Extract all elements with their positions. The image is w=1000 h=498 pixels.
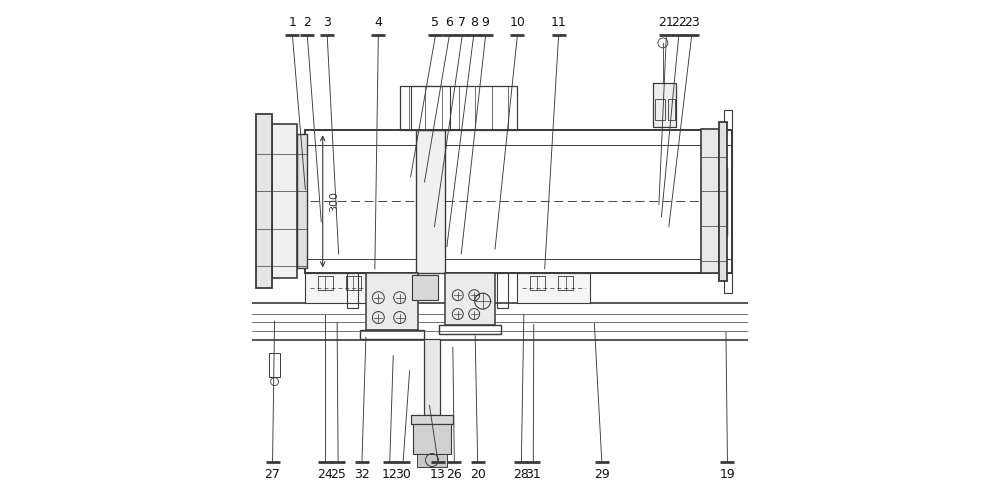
Bar xyxy=(655,99,665,120)
Bar xyxy=(411,86,450,130)
Text: 24: 24 xyxy=(317,468,333,481)
Text: 23: 23 xyxy=(684,16,700,29)
Text: 22: 22 xyxy=(671,16,687,29)
Text: 13: 13 xyxy=(430,468,446,481)
Text: 21: 21 xyxy=(658,16,674,29)
Bar xyxy=(530,276,545,290)
Text: 20: 20 xyxy=(470,468,486,481)
Bar xyxy=(269,353,280,376)
Bar xyxy=(701,129,719,273)
Text: 7: 7 xyxy=(458,16,466,29)
Text: 4: 4 xyxy=(374,16,382,29)
Bar xyxy=(424,339,440,415)
Bar xyxy=(439,325,501,334)
Bar xyxy=(701,166,727,236)
Text: 26: 26 xyxy=(446,468,462,481)
Text: 19: 19 xyxy=(720,468,735,481)
Bar xyxy=(412,275,438,300)
Text: 6: 6 xyxy=(445,16,453,29)
Bar xyxy=(417,454,447,467)
Bar xyxy=(413,424,451,454)
Text: 3: 3 xyxy=(323,16,331,29)
Text: 29: 29 xyxy=(594,468,610,481)
Bar xyxy=(416,130,445,273)
Text: 31: 31 xyxy=(525,468,541,481)
Text: 5: 5 xyxy=(431,16,439,29)
Bar xyxy=(445,273,495,325)
Text: 11: 11 xyxy=(551,16,566,29)
Text: 300: 300 xyxy=(329,191,339,212)
Text: 30: 30 xyxy=(395,468,411,481)
Text: 32: 32 xyxy=(354,468,370,481)
Text: 25: 25 xyxy=(330,468,346,481)
Bar xyxy=(305,130,732,273)
Bar xyxy=(719,122,727,281)
Bar xyxy=(346,276,361,290)
Bar xyxy=(272,124,297,278)
Bar xyxy=(256,115,272,288)
Bar xyxy=(653,83,676,127)
Bar xyxy=(668,99,675,120)
Bar xyxy=(366,273,418,330)
Bar xyxy=(305,273,378,303)
Bar xyxy=(497,273,508,308)
Text: 10: 10 xyxy=(509,16,525,29)
Bar xyxy=(517,273,590,303)
Bar xyxy=(318,276,333,290)
Text: 27: 27 xyxy=(265,468,280,481)
Bar xyxy=(411,415,453,424)
Bar xyxy=(400,86,517,130)
Bar xyxy=(347,273,358,308)
Text: 28: 28 xyxy=(513,468,529,481)
Text: 9: 9 xyxy=(482,16,490,29)
Bar xyxy=(724,110,732,293)
Text: 8: 8 xyxy=(470,16,478,29)
Text: 1: 1 xyxy=(288,16,296,29)
Text: 2: 2 xyxy=(303,16,311,29)
Bar xyxy=(297,134,307,268)
Bar xyxy=(360,330,424,339)
Bar xyxy=(558,276,573,290)
Text: 12: 12 xyxy=(382,468,398,481)
